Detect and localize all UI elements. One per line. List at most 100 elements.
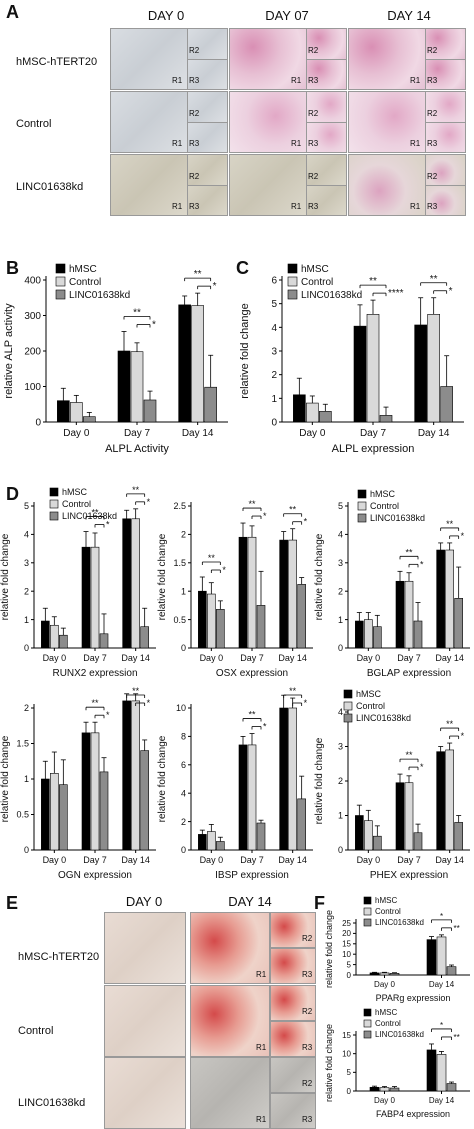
significance-label: *: [222, 565, 226, 575]
y-tick-label: 2: [338, 776, 343, 786]
y-tick-label: 0: [181, 845, 186, 855]
legend-swatch: [357, 513, 367, 523]
bar-linc01638kd: [440, 386, 453, 423]
panel-a-image-main: [110, 91, 188, 153]
bar-control: [90, 546, 100, 649]
y-tick-label: 4: [271, 323, 277, 334]
x-tick-label: Day 0: [200, 653, 224, 663]
bar-linc01638kd: [297, 584, 306, 649]
bar-control: [379, 1087, 390, 1092]
significance-label: *: [263, 722, 267, 732]
plot-area: 0 1 2 3 4 5 relative fold change Day 0 Day 7 Day …: [0, 485, 156, 679]
legend-swatch: [363, 896, 372, 905]
y-tick-label: 2: [271, 370, 277, 381]
panel-e-row-label-knockdown: LINC01638kd: [18, 1097, 86, 1109]
panel-e-image-day0: [104, 912, 186, 984]
panel-letter-b: B: [6, 258, 19, 278]
legend: hMSC Control LINC01638kd: [287, 263, 362, 301]
significance-label: **: [454, 1033, 460, 1042]
bar-hmsc: [81, 732, 91, 851]
bar-linc01638kd: [140, 626, 149, 649]
bar-control: [50, 624, 59, 649]
bar-hmsc: [81, 546, 91, 649]
significance-label: **: [430, 274, 438, 285]
significance-label: **: [248, 499, 256, 509]
bar-control: [364, 820, 373, 851]
y-tick-label: 15: [342, 940, 351, 949]
legend-label: LINC01638kd: [356, 713, 411, 723]
x-tick-label: Day 14: [435, 653, 464, 663]
legend-label: Control: [301, 277, 333, 288]
region-label-r3: R3: [302, 1115, 313, 1124]
bar-linc01638kd: [454, 598, 463, 649]
significance-label: **: [132, 686, 140, 696]
region-label-r1: R1: [410, 202, 421, 211]
region-label-r3: R3: [427, 139, 438, 148]
x-tick-label: Day 14: [121, 855, 150, 865]
x-axis-label: FABP4 expression: [376, 1109, 450, 1119]
legend: hMSC Control LINC01638kd: [363, 896, 424, 927]
chart-alp-activity: 0 100 200 300 400 relative ALP activity Day 0 D…: [3, 263, 228, 455]
bar-hmsc: [395, 782, 405, 851]
x-tick-label: Day 0: [357, 653, 381, 663]
significance-label: *: [440, 1021, 443, 1030]
bar-control: [130, 351, 144, 423]
panel-a-image-inset-r3: [306, 59, 347, 90]
panel-e-day14-header: DAY 14: [228, 894, 272, 909]
panel-e-image-inset-r2: [270, 912, 316, 948]
panel-a-day14-header: DAY 14: [387, 8, 431, 23]
panel-e-image-day14-main: [190, 912, 270, 984]
panel-letter-d: D: [6, 484, 19, 504]
legend-swatch: [49, 499, 59, 509]
panel-e-image-inset-r3: [270, 1021, 316, 1057]
y-tick-label: 4: [181, 788, 186, 798]
significance-label: *: [213, 281, 217, 292]
legend-swatch: [49, 511, 59, 521]
legend-swatch: [287, 263, 298, 274]
legend: hMSC Control LINC01638kd: [357, 489, 425, 523]
bar-linc01638kd: [389, 973, 400, 976]
bar-linc01638kd: [297, 798, 306, 851]
legend-swatch: [49, 487, 59, 497]
significance-label: **: [446, 719, 454, 729]
legend-label: LINC01638kd: [62, 511, 117, 521]
region-label-r2: R2: [308, 46, 319, 55]
legend-swatch: [343, 701, 353, 711]
y-tick-label: 5: [338, 501, 343, 511]
plot-area: 0 2 4 6 8 10 relative fold change Day 0 Day 7 Day…: [157, 686, 313, 881]
bar-linc01638kd: [59, 634, 68, 649]
legend-label: hMSC: [301, 264, 329, 275]
region-label-r1: R1: [410, 76, 421, 85]
bar-control: [436, 936, 447, 976]
x-tick-label: Day 0: [43, 653, 67, 663]
panel-a-image-inset-r3: [187, 59, 228, 90]
bar-control: [288, 707, 297, 851]
y-axis-label: relative fold change: [157, 533, 168, 620]
panel-e-day0-header: DAY 0: [125, 894, 163, 909]
panel-a-image-main: [348, 28, 426, 90]
panel-letter-c: C: [236, 258, 249, 278]
bar-control: [427, 314, 440, 423]
bar-hmsc: [436, 549, 445, 649]
bar-hmsc: [369, 972, 380, 976]
significance-label: **: [446, 519, 454, 529]
region-label-r2: R2: [189, 46, 200, 55]
bar-hmsc: [122, 518, 131, 649]
panel-a-image-inset-r3: [425, 122, 466, 153]
legend-label: Control: [375, 907, 401, 916]
bar-linc01638kd: [143, 399, 157, 423]
legend-swatch: [55, 276, 66, 287]
region-label-r3: R3: [427, 76, 438, 85]
y-tick-label: 0: [181, 643, 186, 653]
y-tick-label: 5: [347, 1068, 352, 1077]
panel-a-image-inset-r3: [306, 122, 347, 153]
legend-swatch: [343, 689, 353, 699]
panel-e-image-day0: [104, 985, 186, 1057]
region-label-r1: R1: [256, 970, 267, 979]
significance-label: *: [152, 319, 156, 330]
bar-linc01638kd: [389, 1087, 400, 1092]
y-tick-label: 5: [347, 960, 352, 969]
x-tick-label: Day 14: [429, 980, 455, 989]
y-tick-label: 10: [176, 703, 186, 713]
x-tick-label: Day 14: [278, 653, 307, 663]
